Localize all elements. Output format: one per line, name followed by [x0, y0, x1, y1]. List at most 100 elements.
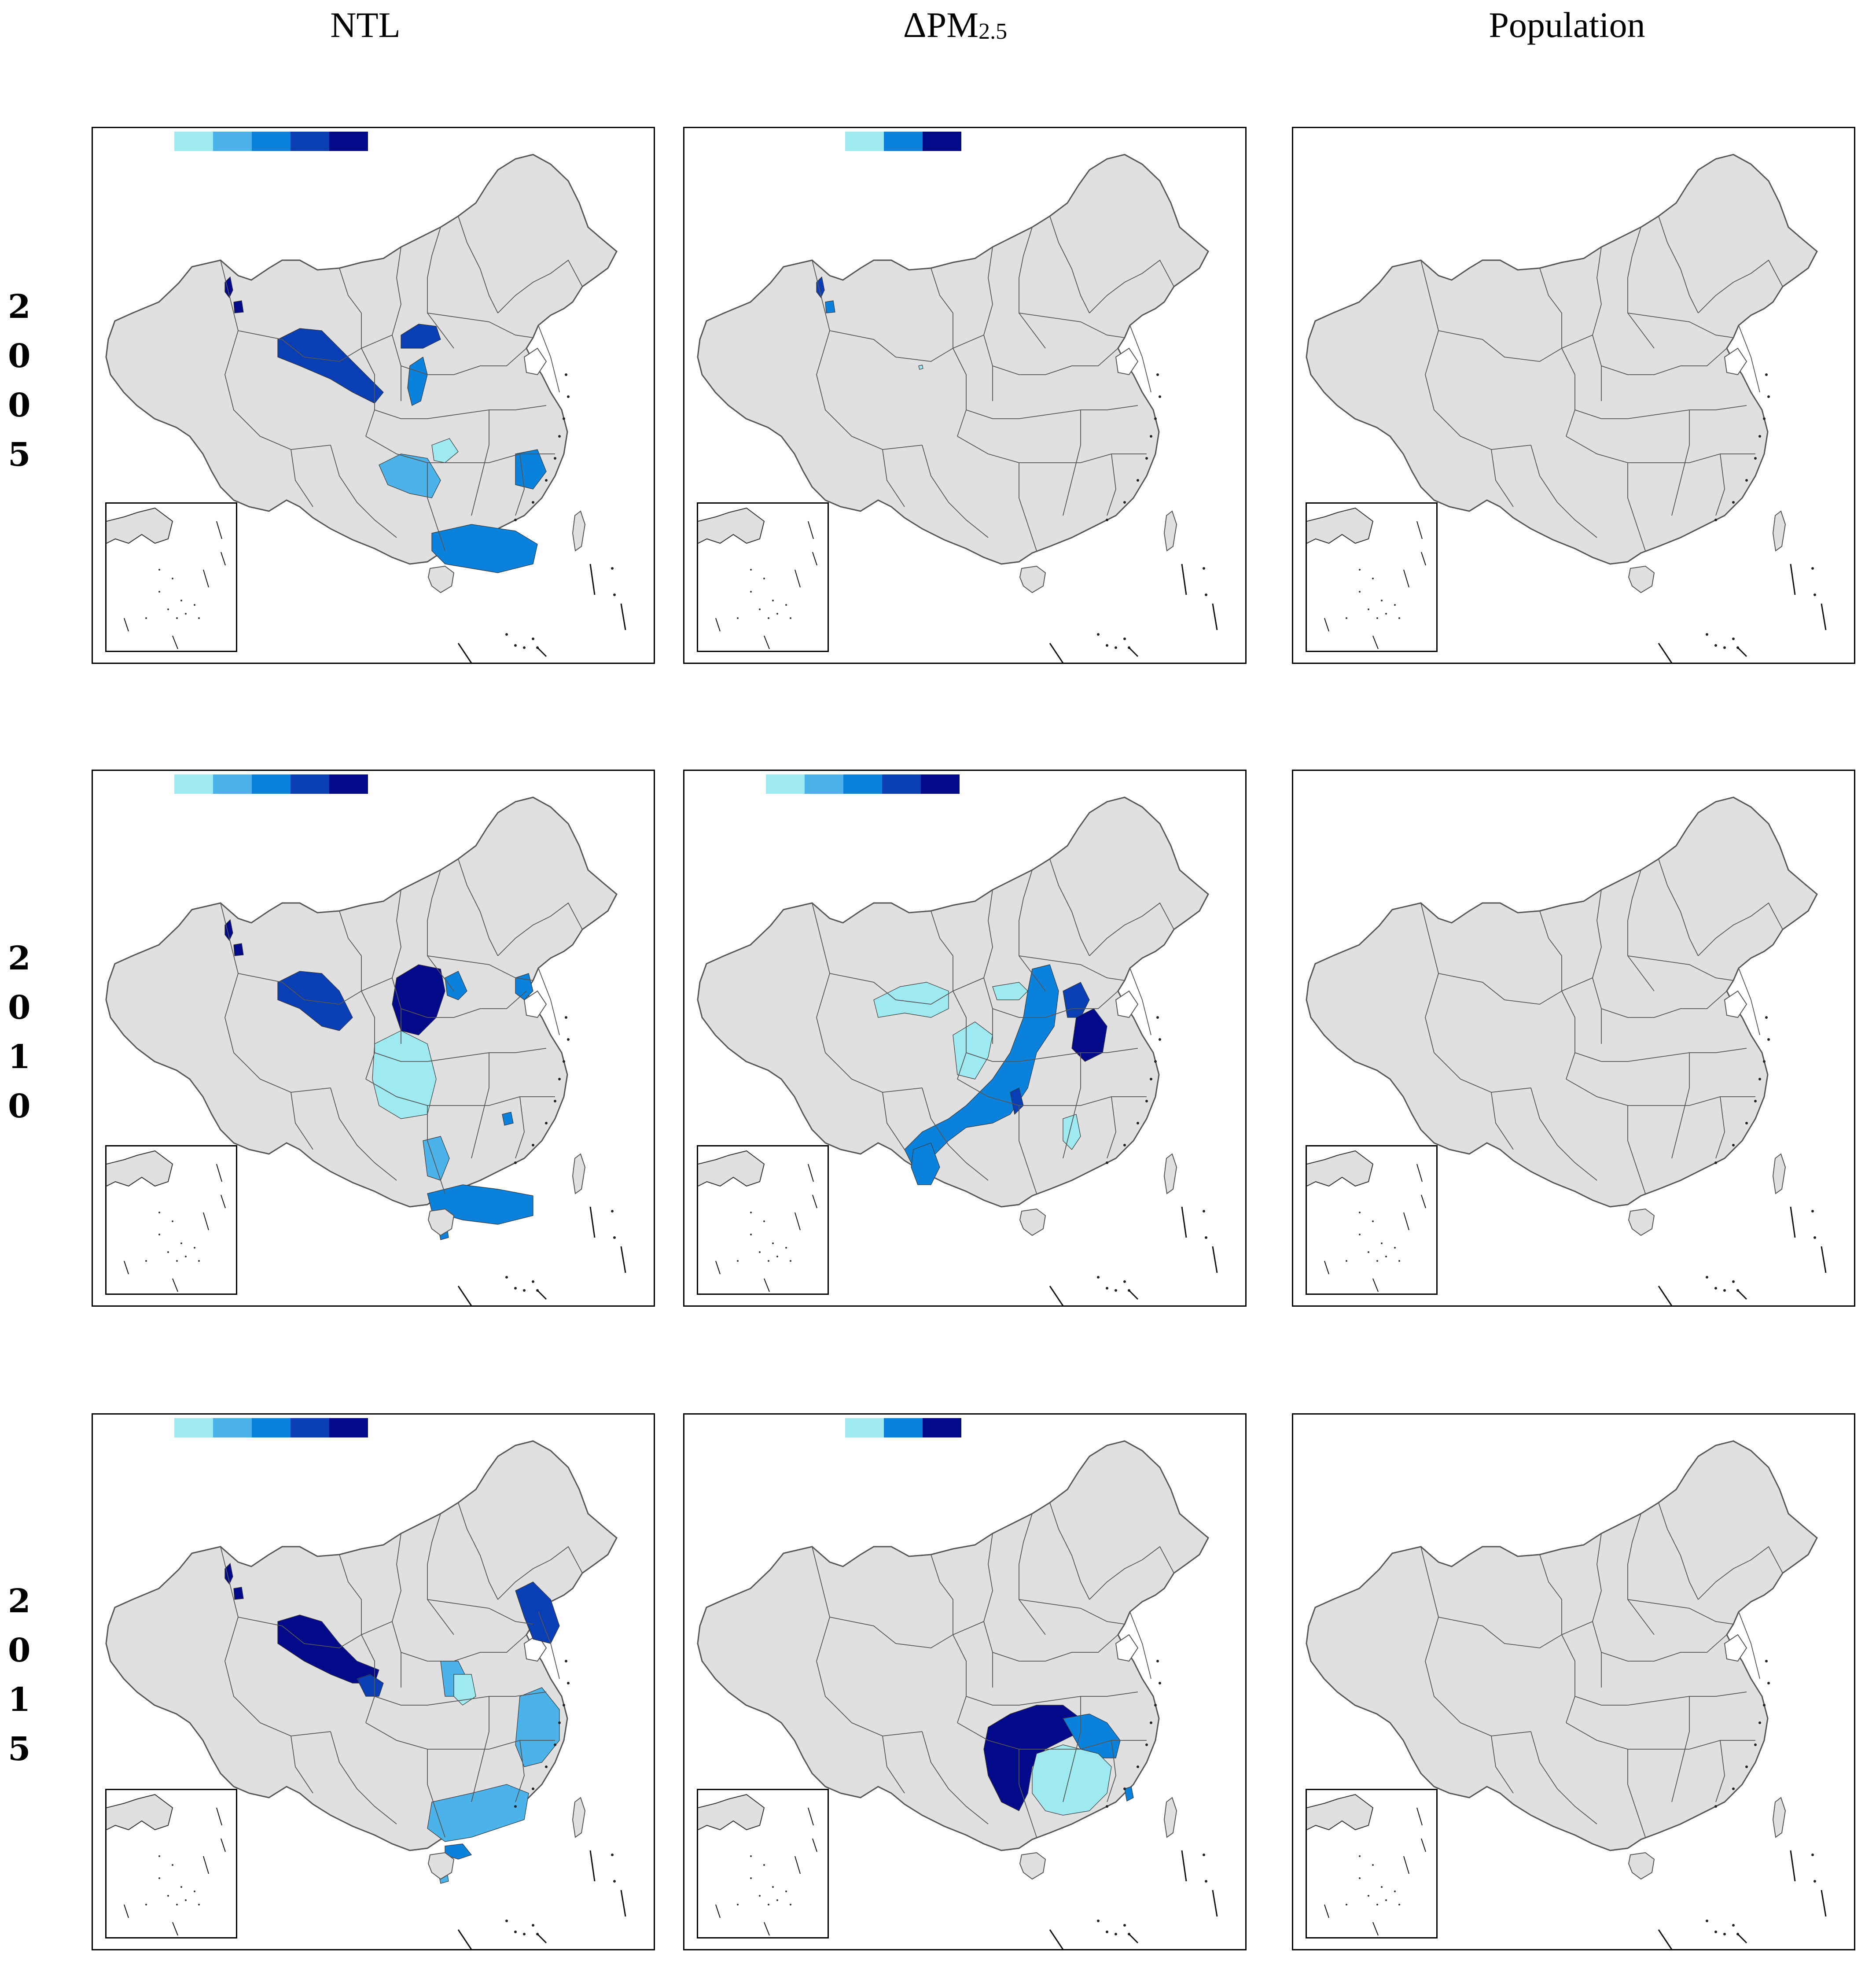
legend-swatch [329, 132, 368, 151]
legend-swatch [252, 1418, 291, 1437]
coast-island [532, 1924, 534, 1927]
coast-island [567, 395, 570, 398]
coast-island [1156, 1660, 1159, 1662]
region-pm-2010-1 [953, 1021, 993, 1080]
province-border [816, 973, 923, 1093]
coast-island [1813, 1880, 1816, 1883]
coast-island [1758, 1721, 1761, 1724]
region-pm-2015-2 [1032, 1744, 1112, 1816]
province-border [374, 1048, 547, 1062]
coast-island [1732, 501, 1735, 504]
hainan-island [427, 565, 455, 593]
coast-island [1745, 479, 1748, 482]
region-ntl-2005-0 [224, 276, 233, 299]
bohai-sea [1115, 347, 1139, 376]
bohai-sea [523, 347, 547, 376]
province-border [374, 1692, 547, 1706]
region-ntl-2005-3 [401, 324, 441, 349]
coast-island [567, 1682, 570, 1684]
coast-island [545, 479, 548, 482]
south-china-sea-inset [105, 502, 237, 652]
coast-island [532, 1280, 534, 1283]
coast-island [523, 646, 526, 649]
province-border [291, 449, 313, 507]
coast-island [613, 593, 616, 596]
china-outline [697, 796, 1209, 1208]
coast-island [1159, 395, 1161, 398]
province-border [1627, 463, 1646, 551]
coast-island [1811, 1210, 1814, 1212]
coast-island [1754, 1100, 1757, 1102]
legend-swatch [291, 1418, 329, 1437]
province-border [392, 889, 401, 1044]
province-border [1049, 859, 1090, 956]
province-border [497, 1546, 583, 1600]
province-border [1627, 1749, 1646, 1838]
province-border [538, 968, 560, 1036]
coast-island [1714, 519, 1717, 521]
province-border [1063, 1696, 1081, 1802]
region-pm-2015-3 [1124, 1786, 1134, 1802]
bohai-sea [1724, 347, 1747, 376]
hainan-island [1019, 1852, 1046, 1880]
province-border [966, 405, 1138, 419]
legend-swatch [213, 1418, 252, 1437]
region-ntl-2015-7 [515, 1687, 560, 1767]
province-border [458, 216, 498, 313]
province-border [427, 1106, 445, 1194]
bohai-sea [1724, 1634, 1747, 1662]
coast-island [1811, 567, 1814, 570]
coast-island [1758, 1078, 1761, 1080]
coast-island [1137, 1122, 1139, 1124]
province-border [538, 325, 560, 393]
province-border [224, 973, 331, 1093]
sea-boundary-line [1212, 603, 1218, 630]
south-china-sea-inset [1306, 1145, 1438, 1295]
region-ntl-2005-6 [379, 453, 441, 498]
coast-island [1732, 638, 1735, 640]
province-border [291, 1092, 313, 1150]
coast-island [532, 1144, 534, 1146]
coast-island [1763, 1704, 1766, 1706]
legend-swatch [213, 774, 252, 794]
province-border [330, 1731, 397, 1824]
province-border [1592, 247, 1602, 401]
coast-island [505, 1920, 508, 1922]
taiwan-island [572, 1153, 586, 1194]
province-border [1019, 955, 1125, 981]
legend-swatch [213, 132, 252, 151]
province-border [224, 330, 331, 450]
province-border [1107, 1740, 1116, 1802]
legend-swatch [329, 774, 368, 794]
region-ntl-2010-1 [233, 943, 244, 956]
bohai-sea [523, 990, 547, 1018]
region-ntl-2005-4 [407, 357, 428, 406]
province-border [330, 1087, 397, 1181]
taiwan-island [1772, 510, 1786, 552]
china-outline [105, 154, 618, 565]
coast-island [554, 1743, 556, 1746]
coast-island [1706, 1276, 1708, 1279]
province-border [1129, 968, 1151, 1036]
province-border [1601, 1634, 1727, 1662]
region-ntl-2015-2 [277, 1614, 379, 1684]
hainan-island [1628, 1852, 1655, 1880]
province-border [458, 859, 498, 956]
sea-boundary-line [1658, 1929, 1673, 1949]
hainan-island [427, 1208, 455, 1236]
legend-swatch [845, 132, 884, 151]
region-ntl-2010-7 [502, 1112, 514, 1126]
coast-island [1714, 1161, 1717, 1164]
province-border [882, 1092, 905, 1150]
coast-island [532, 638, 534, 640]
province-border [1107, 1096, 1116, 1159]
coast-island [1137, 479, 1139, 482]
province-border [497, 259, 583, 313]
province-border [427, 870, 454, 991]
sea-boundary-line [1821, 1890, 1827, 1917]
coast-island [505, 1276, 508, 1279]
province-border [1019, 1106, 1037, 1194]
coast-island [1115, 646, 1117, 649]
sea-boundary-line [1737, 647, 1747, 657]
